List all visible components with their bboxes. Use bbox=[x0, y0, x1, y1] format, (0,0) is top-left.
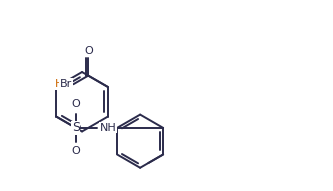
Text: HO: HO bbox=[55, 79, 72, 89]
Text: O: O bbox=[71, 100, 80, 109]
Text: O: O bbox=[71, 146, 80, 156]
Text: S: S bbox=[72, 121, 80, 134]
Text: NH: NH bbox=[100, 123, 117, 133]
Text: O: O bbox=[84, 46, 93, 56]
Text: Br: Br bbox=[60, 79, 72, 89]
